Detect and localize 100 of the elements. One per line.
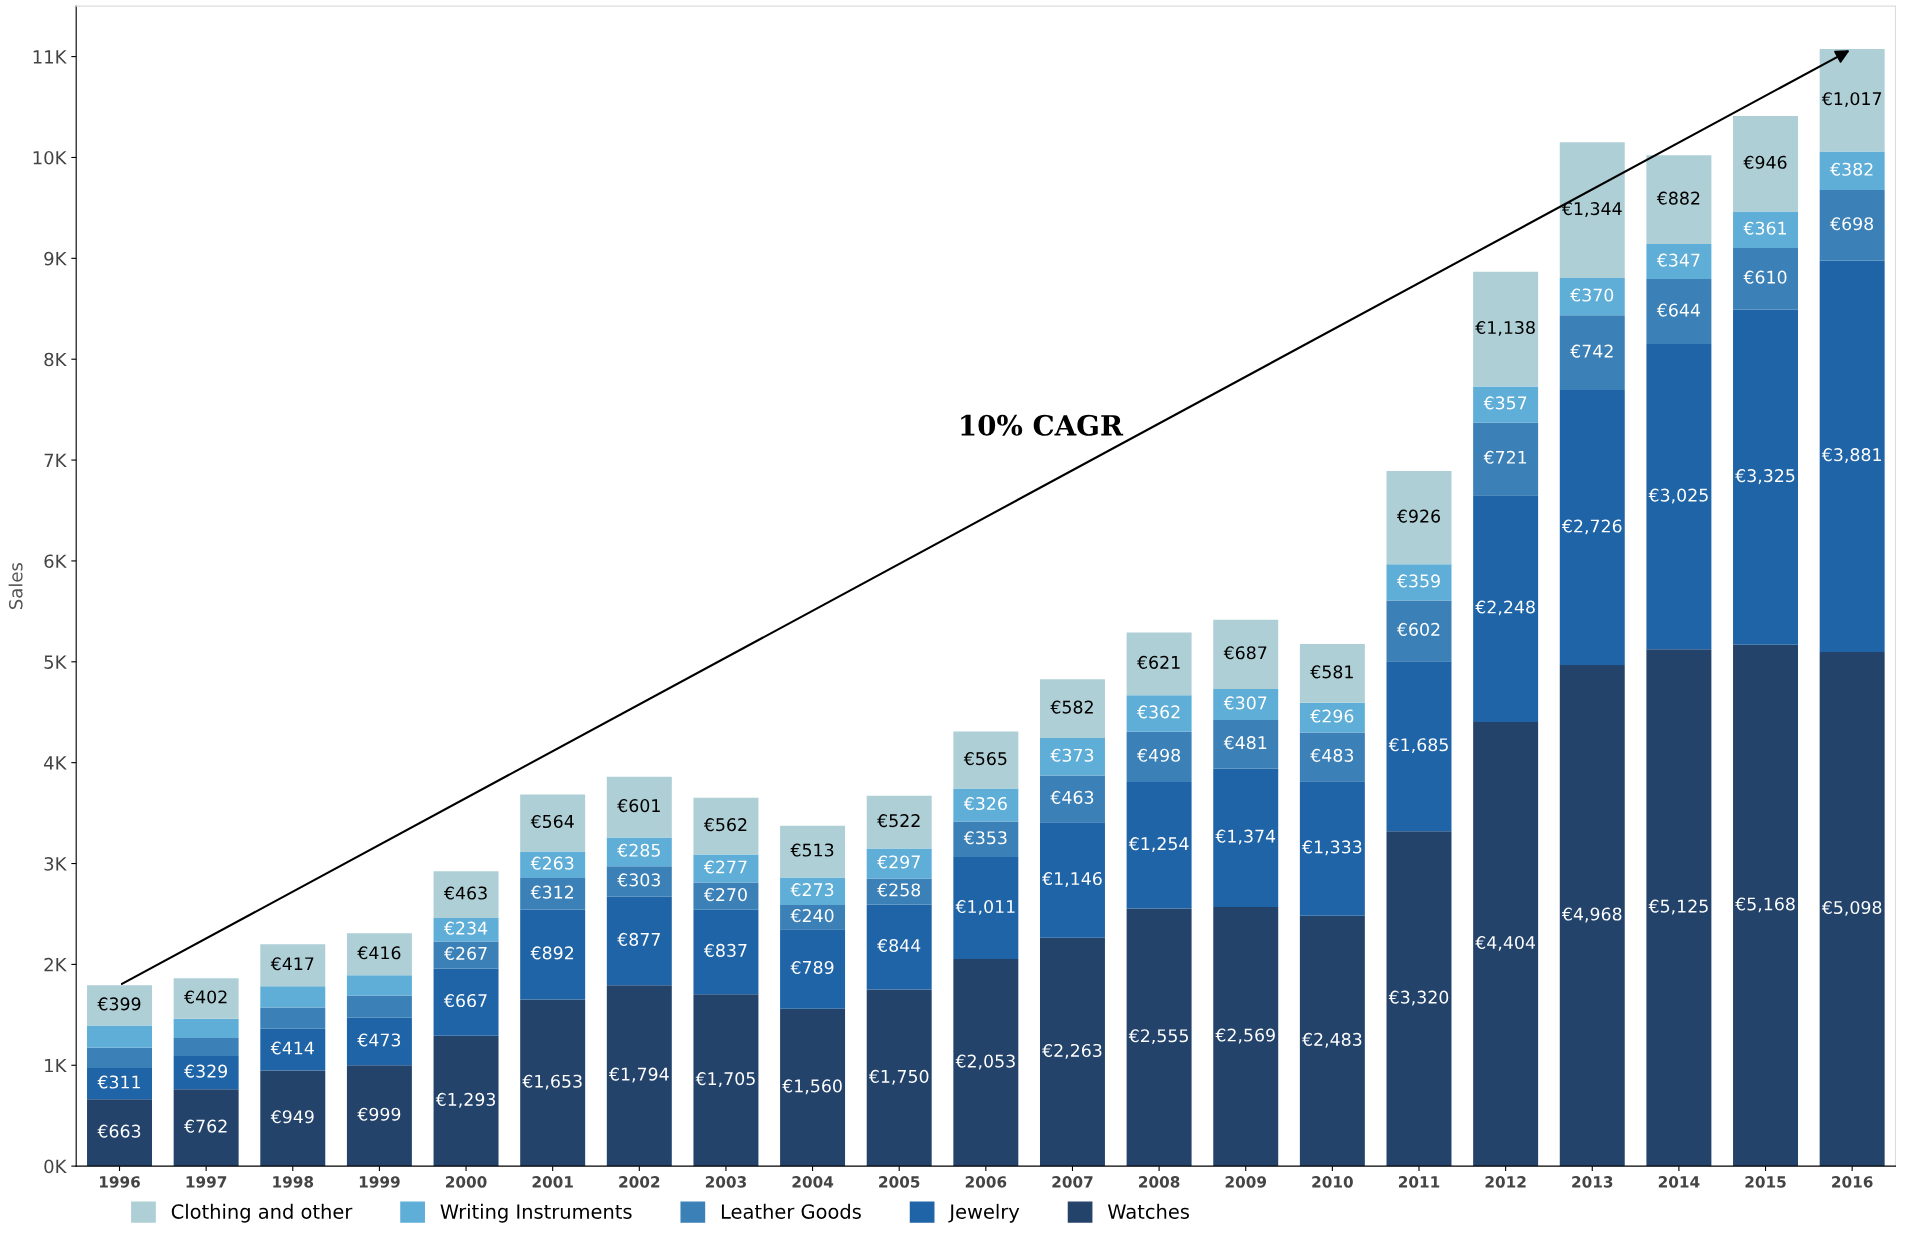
- data-label: €687: [1223, 646, 1267, 660]
- bar: [1646, 344, 1712, 650]
- bar: [1559, 390, 1625, 666]
- bar: [1299, 732, 1365, 782]
- data-label: €564: [530, 814, 574, 829]
- bar: [87, 985, 152, 1026]
- y-tick-label: 9K: [44, 251, 67, 266]
- bar: [780, 929, 846, 1009]
- data-label: €267: [443, 946, 487, 960]
- bar: [866, 795, 932, 849]
- bar: [1213, 619, 1279, 689]
- data-label: €663: [97, 1124, 141, 1138]
- y-tick-label: 4K: [44, 756, 67, 770]
- data-label: €240: [790, 909, 834, 923]
- data-label: €892: [530, 946, 574, 960]
- data-label: €1,560: [782, 1079, 842, 1095]
- data-label: €5,168: [1735, 897, 1795, 913]
- bar: [1126, 632, 1192, 696]
- bar: [520, 877, 586, 910]
- data-label: €1,293: [435, 1092, 496, 1108]
- x-tick-label: 1999: [359, 1176, 400, 1188]
- data-label: €610: [1743, 270, 1787, 284]
- data-label: €582: [1050, 700, 1093, 714]
- data-label: €1,794: [608, 1067, 669, 1083]
- bar: [1126, 781, 1192, 909]
- data-label: €414: [270, 1041, 314, 1055]
- bar: [1126, 908, 1192, 1167]
- x-tick-label: 2005: [879, 1176, 920, 1188]
- bar: [173, 978, 239, 1019]
- data-label: €2,726: [1561, 519, 1622, 535]
- data-label: €402: [184, 990, 227, 1004]
- y-tick-label: 5K: [44, 655, 67, 669]
- legend-label: Writing Instruments: [440, 1203, 632, 1223]
- data-label: €1,146: [1042, 871, 1102, 887]
- data-label: €498: [1137, 748, 1180, 762]
- data-label: €2,053: [955, 1054, 1015, 1070]
- data-label: €263: [530, 856, 574, 870]
- y-tick-label: 3K: [44, 856, 67, 871]
- data-label: €1,653: [522, 1074, 582, 1090]
- bar: [866, 904, 932, 990]
- data-label: €2,248: [1475, 600, 1535, 616]
- bar: [433, 917, 499, 942]
- bar: [1126, 695, 1192, 732]
- data-label: €1,750: [868, 1069, 929, 1085]
- data-label: €3,325: [1735, 469, 1795, 484]
- y-tick-label: 10K: [33, 150, 67, 165]
- data-label: €882: [1656, 191, 1700, 205]
- bar: [1646, 244, 1712, 280]
- data-label: €762: [184, 1119, 227, 1133]
- x-tick-label: 2016: [1832, 1176, 1873, 1188]
- bar: [1559, 665, 1625, 1167]
- bar: [173, 1089, 239, 1167]
- data-label: €1,374: [1215, 829, 1276, 845]
- data-label: €1,017: [1821, 92, 1882, 108]
- data-label: €1,705: [695, 1072, 755, 1087]
- bar: [780, 825, 846, 878]
- x-tick-label: 2004: [792, 1176, 834, 1188]
- bar: [1039, 822, 1105, 938]
- bar: [1039, 737, 1105, 776]
- data-label: €602: [1396, 622, 1440, 636]
- bar: [346, 995, 412, 1018]
- data-label: €326: [963, 796, 1007, 811]
- data-label: €522: [877, 814, 920, 828]
- legend-label: Watches: [1107, 1203, 1189, 1219]
- data-label: €307: [1223, 696, 1267, 710]
- data-label: €297: [877, 855, 920, 869]
- y-tick-label: 0K: [44, 1159, 67, 1174]
- bar: [1386, 600, 1452, 662]
- bar: [260, 1070, 326, 1167]
- data-label: €1,011: [955, 899, 1015, 915]
- bar: [1386, 470, 1452, 565]
- legend-label: Jewelry: [948, 1203, 1020, 1223]
- bar: [1559, 315, 1625, 391]
- data-label: €382: [1830, 162, 1873, 176]
- y-tick-label: 7K: [44, 453, 67, 467]
- data-label: €370: [1570, 288, 1614, 302]
- y-tick-label: 8K: [44, 352, 67, 367]
- data-label: €311: [97, 1075, 140, 1089]
- bar: [606, 776, 672, 838]
- data-label: €347: [1656, 253, 1700, 267]
- y-tick-label: 11K: [33, 50, 67, 64]
- bar: [433, 968, 499, 1036]
- bar: [260, 1007, 326, 1029]
- data-label: €362: [1137, 705, 1180, 719]
- data-label: €565: [963, 752, 1007, 766]
- data-label: €621: [1137, 655, 1180, 669]
- bar: [173, 1056, 239, 1090]
- y-tick-label: 2K: [44, 957, 67, 972]
- bar: [1819, 48, 1885, 152]
- bar: [87, 1067, 152, 1100]
- x-tick-label: 1996: [99, 1176, 140, 1188]
- data-label: €234: [443, 921, 488, 935]
- bar: [1559, 142, 1625, 278]
- bar: [520, 909, 586, 1000]
- data-label: €473: [357, 1033, 401, 1047]
- data-label: €5,125: [1648, 899, 1708, 915]
- bar: [1299, 781, 1365, 916]
- bar: [346, 1065, 412, 1167]
- data-label: €4,404: [1475, 935, 1536, 951]
- bar: [1473, 721, 1539, 1167]
